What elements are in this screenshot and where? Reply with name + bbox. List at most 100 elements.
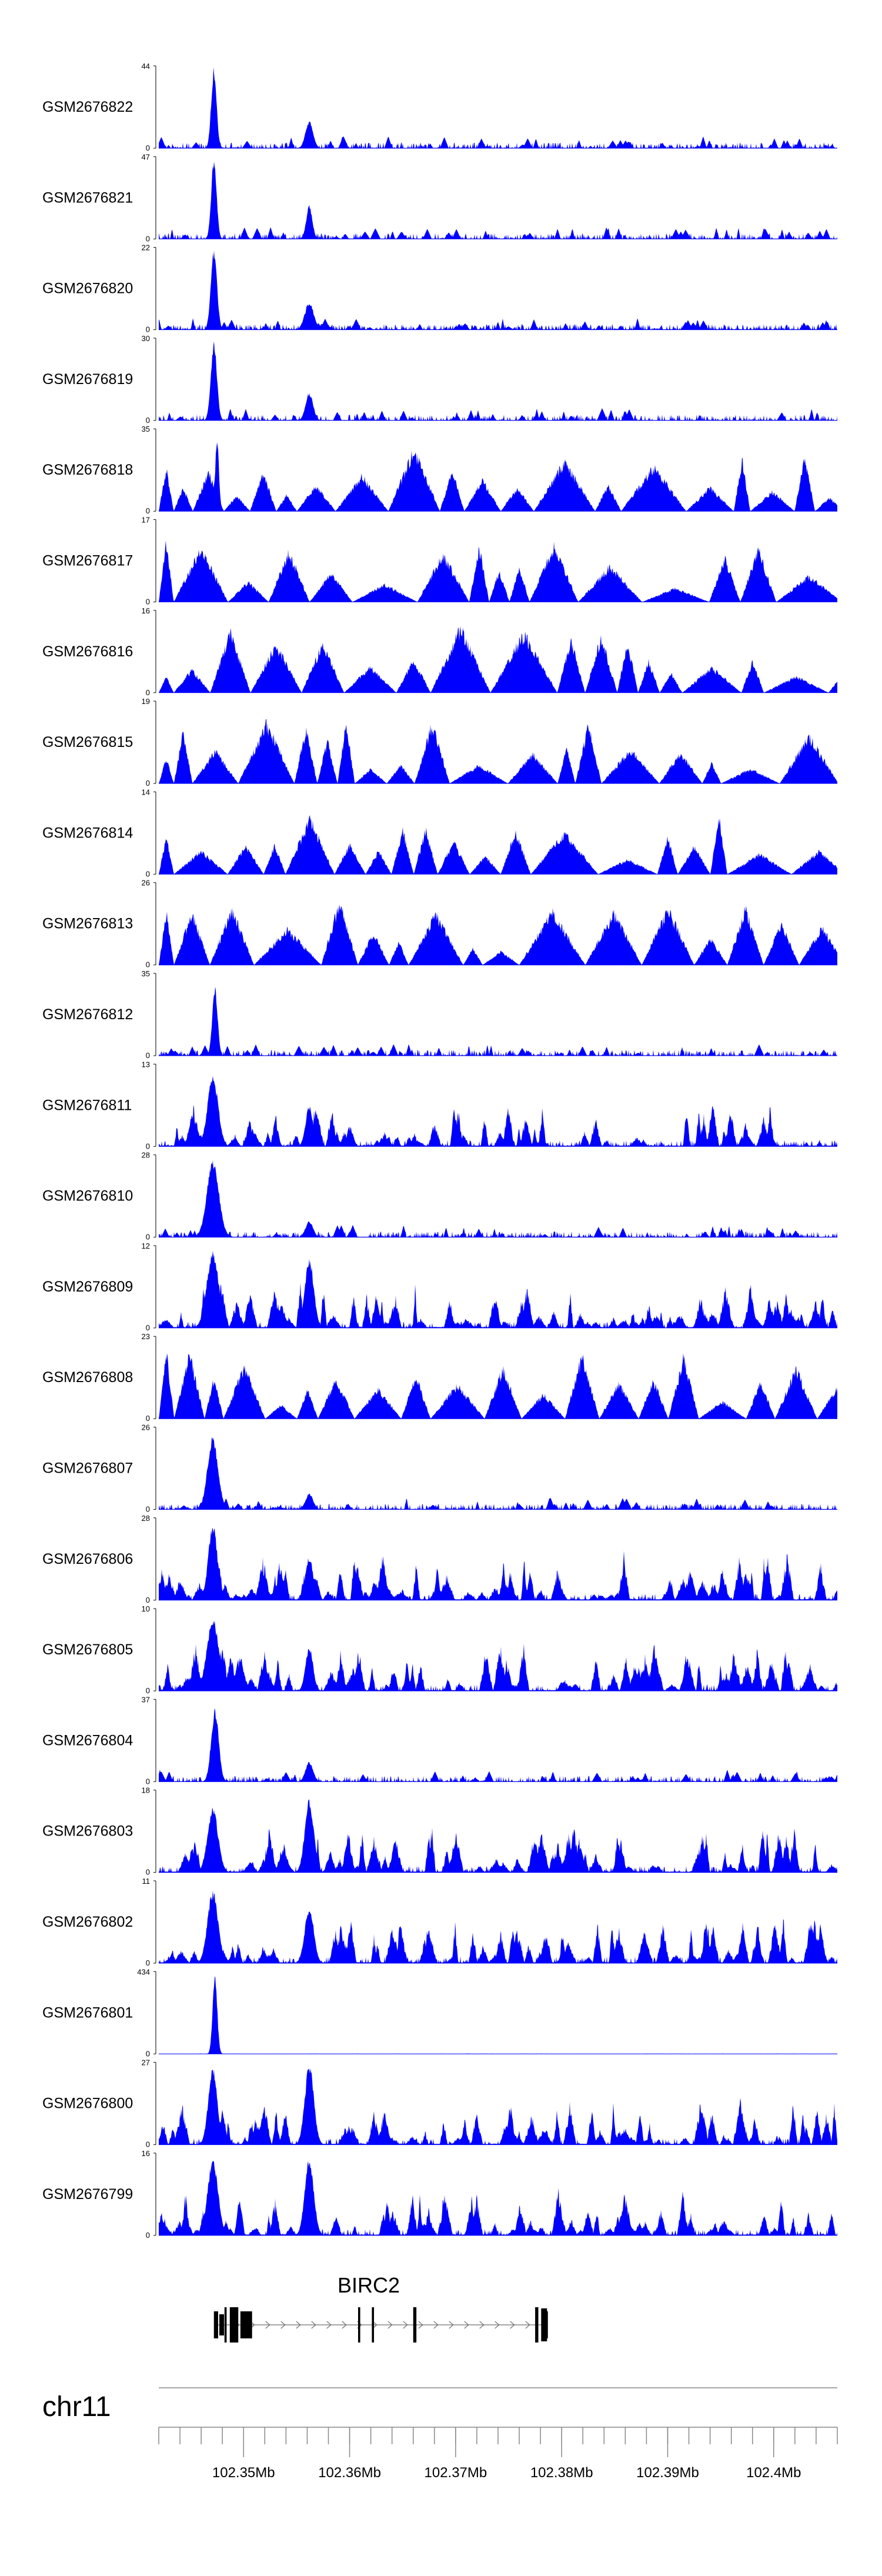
track-GSM2676816: GSM2676816 16 0 [42,606,837,697]
track-GSM2676808: GSM2676808 23 0 [42,1332,837,1423]
coverage-area [159,986,837,1056]
coverage-area [159,1620,837,1691]
strand-arrow [342,2321,347,2329]
track-ymax-label: 26 [142,879,150,887]
track-GSM2676820: GSM2676820 22 0 [42,243,837,334]
gene-exon [213,2311,218,2338]
track-ymin-label: 0 [146,2231,150,2240]
track-ymax-label: 16 [142,2149,150,2158]
track-ymax-label: 35 [142,969,150,978]
coverage-area [159,1799,837,1873]
track-ymax-label: 434 [137,1967,150,1976]
track-ymin-label: 0 [146,1051,150,1060]
track-GSM2676812: GSM2676812 35 0 [42,969,837,1060]
chromosome-label: chr11 [42,2391,111,2422]
strand-arrow [449,2321,454,2329]
track-GSM2676822: GSM2676822 44 0 [42,62,837,152]
track-ymin-label: 0 [146,1414,150,1423]
track-ymin-label: 0 [146,1958,150,1967]
track-label: GSM2676810 [42,1188,133,1204]
track-GSM2676802: GSM2676802 11 0 [42,1877,837,1967]
track-ymin-label: 0 [146,1233,150,1242]
track-GSM2676810: GSM2676810 28 0 [42,1151,837,1242]
track-label: GSM2676820 [42,281,133,297]
gene-annotation-track: BIRC2 [213,2273,548,2343]
track-label: GSM2676799 [42,2186,133,2203]
gene-exon [240,2311,252,2338]
track-GSM2676805: GSM2676805 10 0 [42,1604,837,1695]
strand-arrow [525,2321,530,2329]
track-label: GSM2676800 [42,2095,133,2112]
strand-arrow [265,2321,270,2329]
track-ymin-label: 0 [146,325,150,334]
axis-tick-label: 102.39Mb [636,2465,699,2481]
track-label: GSM2676801 [42,2004,133,2021]
track-label: GSM2676815 [42,734,133,750]
strand-arrow [326,2321,332,2329]
axis-tick-label: 102.4Mb [746,2465,801,2481]
track-ymin-label: 0 [146,688,150,697]
gene-exon [372,2307,375,2343]
track-ymax-label: 12 [142,1242,150,1250]
strand-arrow [418,2321,423,2329]
coverage-area [159,1160,837,1237]
track-ymax-label: 26 [142,1423,150,1432]
track-ymin-label: 0 [146,598,150,606]
track-label: GSM2676813 [42,916,133,932]
track-ymin-label: 0 [146,1868,150,1877]
track-ymin-label: 0 [146,1777,150,1786]
track-ymax-label: 18 [142,1786,150,1795]
axis-tick-label: 102.35Mb [212,2465,275,2481]
track-label: GSM2676809 [42,1279,133,1295]
gene-name-label: BIRC2 [338,2273,400,2297]
strand-arrow [311,2321,316,2329]
gene-exon [413,2307,417,2343]
track-ymin-label: 0 [146,779,150,788]
track-ymax-label: 17 [142,516,150,525]
track-ymin-label: 0 [146,234,150,243]
coverage-area [159,815,837,875]
track-ymax-label: 27 [142,2058,150,2067]
coverage-area [159,1890,837,1963]
coverage-area [159,1437,837,1510]
track-label: GSM2676808 [42,1369,133,1386]
track-ymax-label: 22 [142,243,150,252]
track-ymin-label: 0 [146,1596,150,1604]
track-label: GSM2676819 [42,371,133,388]
gene-exon [219,2314,224,2335]
coverage-area [159,719,837,784]
track-ymin-label: 0 [146,1505,150,1514]
gene-exon [224,2307,227,2343]
track-label: GSM2676806 [42,1551,133,1567]
coverage-tracks: GSM2676822440GSM2676821470GSM2676820220G… [42,62,837,2240]
coverage-area [159,1353,837,1419]
track-label: GSM2676804 [42,1732,133,1749]
track-GSM2676815: GSM2676815 19 0 [42,697,837,788]
track-ymax-label: 28 [142,1151,150,1160]
coverage-area [159,540,837,602]
coverage-area [159,251,837,330]
track-ymin-label: 0 [146,1323,150,1332]
coverage-area [159,67,837,148]
coverage-area [159,626,837,693]
gene-exon [535,2307,539,2343]
track-label: GSM2676818 [42,462,133,478]
coverage-area [159,1250,837,1328]
track-GSM2676799: GSM2676799 16 0 [42,2149,837,2240]
coverage-area [159,1708,837,1782]
strand-arrow [296,2321,301,2329]
track-ymax-label: 44 [142,62,150,71]
track-ymin-label: 0 [146,2049,150,2058]
track-ymax-label: 16 [142,606,150,615]
track-GSM2676811: GSM2676811 13 0 [42,1060,837,1150]
track-ymin-label: 0 [146,506,150,515]
track-ymin-label: 0 [146,416,150,425]
track-ymax-label: 19 [142,697,150,706]
strand-arrow [403,2321,408,2329]
coverage-area [159,2161,837,2235]
track-ymax-label: 11 [142,1877,151,1886]
track-ymin-label: 0 [146,869,150,878]
track-label: GSM2676811 [42,1097,132,1113]
strand-arrow [464,2321,469,2329]
